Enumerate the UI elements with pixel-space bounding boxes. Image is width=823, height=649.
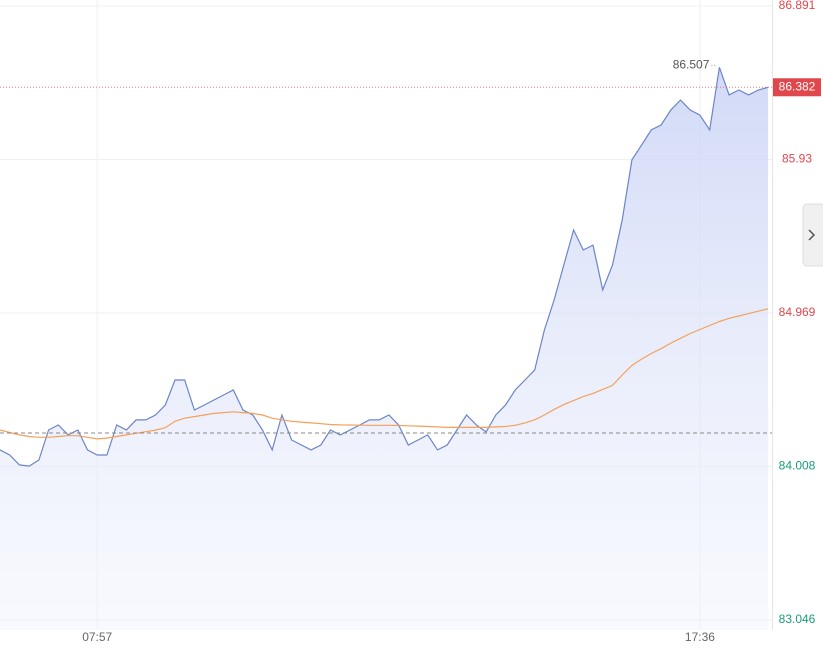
expand-arrow[interactable] — [808, 229, 816, 241]
y-tick-label: 84.969 — [779, 305, 816, 319]
last-price-label: 86.382 — [779, 79, 816, 93]
price-area — [0, 67, 768, 631]
expand-button[interactable] — [802, 203, 823, 267]
last-price-tag — [773, 78, 821, 97]
y-tick-label: 85.93 — [782, 152, 812, 166]
x-tick-label: 17:36 — [685, 630, 715, 644]
y-tick-label: 84.008 — [779, 459, 816, 473]
y-tick-label: 83.046 — [779, 612, 816, 626]
y-tick-label: 86.891 — [779, 0, 816, 12]
average-line — [0, 308, 769, 440]
price-line — [0, 67, 769, 467]
x-tick-label: 07:57 — [82, 630, 112, 644]
max-label: 86.507 — [673, 57, 710, 71]
